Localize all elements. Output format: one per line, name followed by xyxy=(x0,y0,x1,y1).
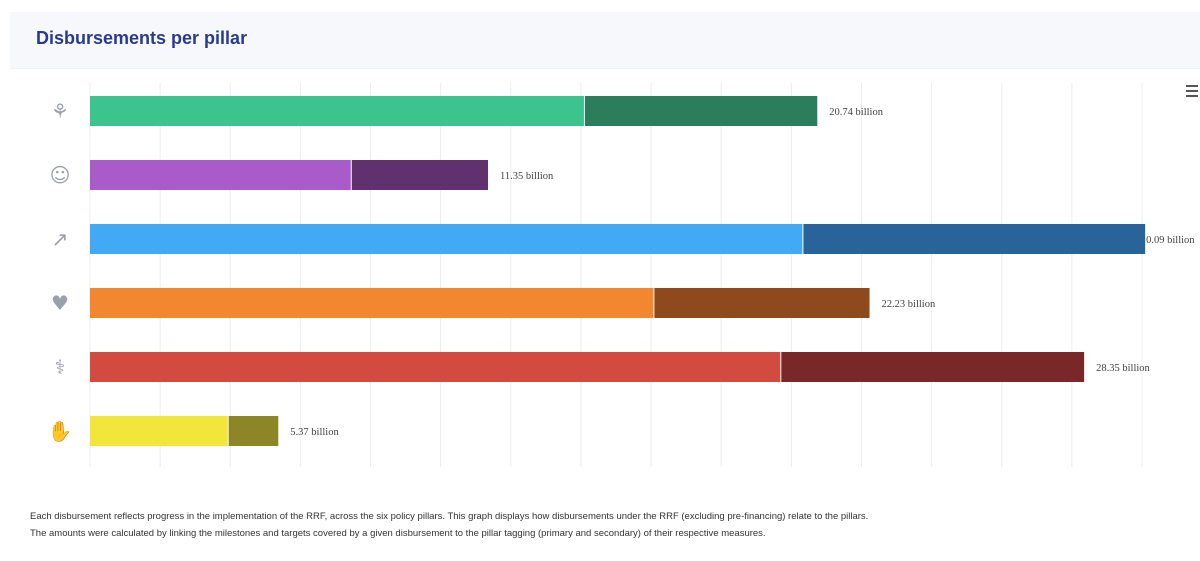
menu-line xyxy=(1186,85,1198,87)
youth-hand-icon: ✋ xyxy=(48,419,73,443)
note-line-1: Each disbursement reflects progress in t… xyxy=(30,511,869,522)
social-cohesion-icon: ♥ xyxy=(51,291,69,315)
bar-primary[interactable] xyxy=(90,224,803,254)
chart-title: Disbursements per pillar xyxy=(36,28,248,48)
data-labels: 20.74 billion 11.35 billion 0.09 billion 22… xyxy=(290,107,1195,438)
menu-line xyxy=(1186,90,1198,92)
data-label: 11.35 billion xyxy=(500,171,554,182)
bar-primary[interactable] xyxy=(90,288,654,318)
bar-chart: ⚘ ☺ ↗ ♥ ⚕ ✋ 20.74 billion 11.35 billion 0.09 bi… xyxy=(48,83,1195,467)
bar-secondary[interactable] xyxy=(802,224,1146,254)
chart-header: Disbursements per pillar xyxy=(10,12,1200,69)
data-label: 5.37 billion xyxy=(290,427,339,438)
growth-chart-icon: ↗ xyxy=(52,227,69,251)
chart-bars xyxy=(90,96,1146,446)
chart-grid xyxy=(89,83,1143,467)
data-label: 28.35 billion xyxy=(1096,363,1150,374)
category-icons: ⚘ ☺ ↗ ♥ ⚕ ✋ xyxy=(48,99,73,443)
health-resilience-icon: ⚕ xyxy=(55,355,66,379)
hamburger-menu-icon[interactable] xyxy=(1182,82,1200,98)
bar-secondary[interactable] xyxy=(351,160,489,190)
bar-secondary[interactable] xyxy=(653,288,870,318)
bar-secondary[interactable] xyxy=(780,352,1085,382)
bar-secondary[interactable] xyxy=(228,416,279,446)
note-line-2: The amounts were calculated by linking t… xyxy=(30,528,766,539)
tree-icon: ⚘ xyxy=(51,99,69,123)
bar-secondary[interactable] xyxy=(584,96,818,126)
bar-primary[interactable] xyxy=(90,96,585,126)
bar-primary[interactable] xyxy=(90,416,229,446)
digital-person-icon: ☺ xyxy=(50,163,71,187)
menu-line xyxy=(1186,95,1198,97)
data-label: 0.09 billion xyxy=(1146,235,1195,246)
bar-primary[interactable] xyxy=(90,352,781,382)
data-label: 20.74 billion xyxy=(829,107,883,118)
bar-primary[interactable] xyxy=(90,160,352,190)
chart-description: Each disbursement reflects progress in t… xyxy=(30,508,1190,542)
data-label: 22.23 billion xyxy=(882,299,936,310)
